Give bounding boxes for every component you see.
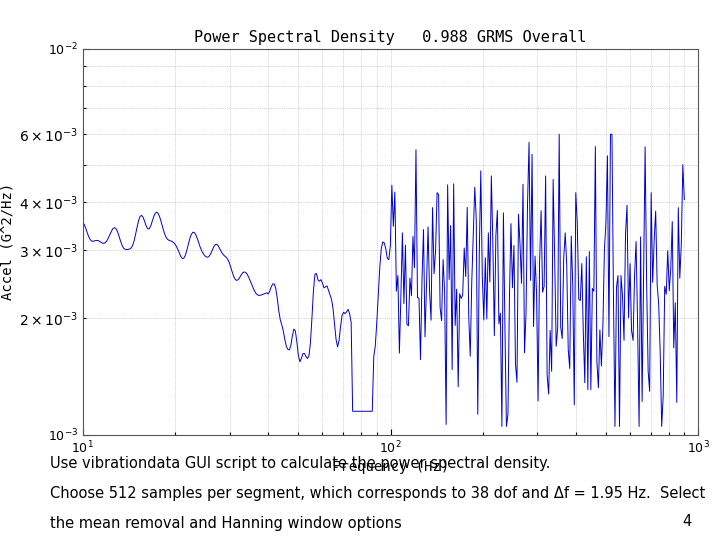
X-axis label: Frequency (Hz): Frequency (Hz) (332, 460, 449, 474)
Text: Use vibrationdata GUI script to calculate the power spectral density.: Use vibrationdata GUI script to calculat… (50, 456, 551, 471)
Text: Choose 512 samples per segment, which corresponds to 38 dof and Δf = 1.95 Hz.  S: Choose 512 samples per segment, which co… (50, 486, 706, 501)
Text: the mean removal and Hanning window options: the mean removal and Hanning window opti… (50, 516, 402, 531)
Text: 4: 4 (682, 514, 691, 529)
Title: Power Spectral Density   0.988 GRMS Overall: Power Spectral Density 0.988 GRMS Overal… (194, 30, 587, 45)
Y-axis label: Accel (G^2/Hz): Accel (G^2/Hz) (1, 183, 14, 300)
